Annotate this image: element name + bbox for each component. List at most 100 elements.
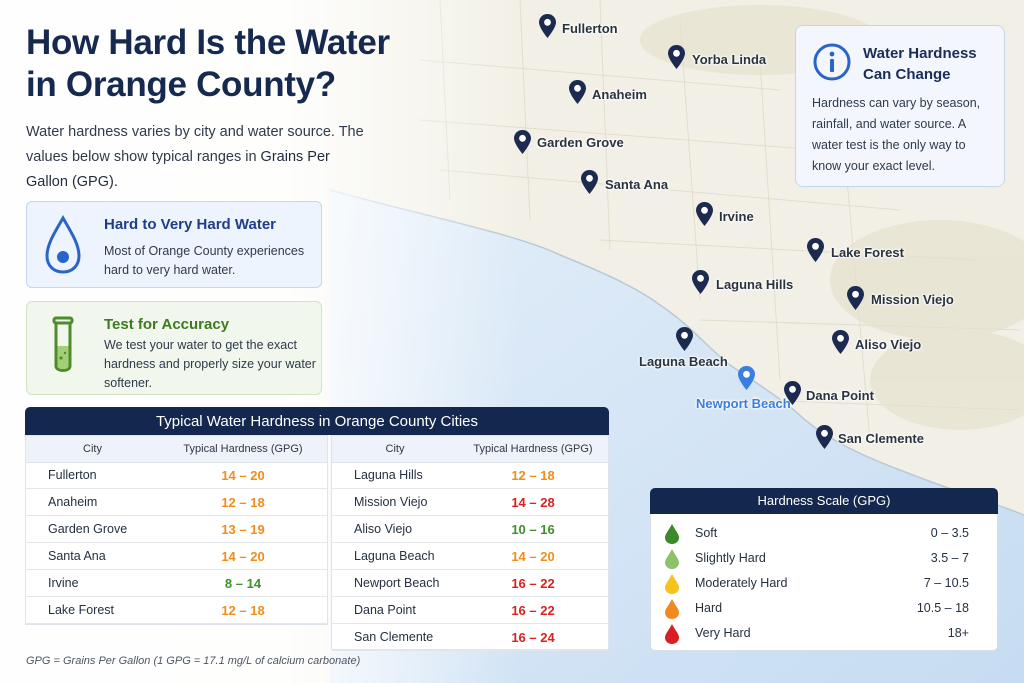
- info-box: Water Hardness Can Change Hardness can v…: [795, 25, 1005, 187]
- scale-level-range: 0 – 3.5: [930, 526, 969, 540]
- column-header-city: City: [332, 436, 458, 463]
- map-pin-label: Newport Beach: [696, 396, 791, 411]
- hardness-range: 14 – 20: [221, 549, 265, 564]
- table-row: Dana Point 16 – 22: [332, 597, 608, 624]
- location-pin-icon: [581, 170, 598, 194]
- hardness-range: 8 – 14: [224, 576, 262, 591]
- hard-water-card: Hard to Very Hard Water Most of Orange C…: [26, 201, 322, 288]
- intro-emphasis: Grains Per Gallon (GPG).: [26, 149, 330, 190]
- scale-level-range: 10.5 – 18: [916, 601, 969, 615]
- hardness-drop-icon: [665, 599, 679, 619]
- map-pin-label: Irvine: [719, 209, 754, 224]
- table-left-half: City Typical Hardness (GPG) Fullerton 14 – …: [25, 435, 328, 625]
- city-name: Newport Beach: [354, 576, 440, 590]
- location-pin-icon: [569, 80, 586, 104]
- info-title: Water Hardness Can Change: [863, 45, 977, 83]
- location-pin-icon: [832, 330, 849, 354]
- map-pin-label: Santa Ana: [605, 177, 669, 192]
- table-right-half: City Typical Hardness (GPG) Laguna Hills 12…: [331, 435, 609, 651]
- hardness-drop-icon: [665, 549, 679, 569]
- info-text: Hardness can vary by season, rainfall, a…: [812, 96, 981, 173]
- city-name: Dana Point: [354, 603, 416, 617]
- scale-row: Moderately Hard 7 – 10.5: [651, 572, 997, 596]
- table-row: Mission Viejo 14 – 28: [332, 489, 608, 516]
- table-title: Typical Water Hardness in Orange County …: [25, 407, 609, 435]
- scale-title: Hardness Scale (GPG): [650, 488, 998, 514]
- map-pin-label: Garden Grove: [537, 135, 624, 150]
- city-name: Laguna Hills: [354, 468, 423, 482]
- location-pin-icon: [816, 425, 833, 449]
- hardness-drop-icon: [665, 624, 679, 644]
- map-pin-label: Aliso Viejo: [855, 337, 922, 352]
- hardness-range: 14 – 28: [511, 495, 555, 510]
- map-pin-label: Yorba Linda: [692, 52, 767, 67]
- map-pin-label: Laguna Hills: [716, 277, 794, 292]
- scale-row: Slightly Hard 3.5 – 7: [651, 547, 997, 571]
- hardness-range: 14 – 20: [221, 468, 265, 483]
- map-pin-label: Laguna Beach: [639, 354, 728, 369]
- scale-level-range: 3.5 – 7: [930, 551, 969, 565]
- location-pin-icon: [668, 45, 685, 69]
- map-pin-label: Anaheim: [592, 87, 647, 102]
- location-pin-icon: [676, 327, 693, 351]
- location-pin-icon: [539, 14, 556, 38]
- table-row: Irvine 8 – 14: [26, 570, 327, 597]
- page-title: How Hard Is the Water in Orange County?: [26, 23, 390, 104]
- location-pin-icon: [696, 202, 713, 226]
- column-header-city: City: [26, 436, 159, 463]
- water-drop-icon: [45, 214, 81, 274]
- city-name: Santa Ana: [48, 549, 106, 563]
- scale-row: Very Hard 18+: [651, 622, 997, 646]
- table-row: Garden Grove 13 – 19: [26, 516, 327, 543]
- location-pin-icon: [738, 366, 755, 390]
- scale-level-range: 18+: [947, 626, 969, 640]
- hardness-range: 13 – 19: [221, 522, 265, 537]
- footnote: GPG = Grains Per Gallon (1 GPG = 17.1 mg…: [26, 655, 361, 667]
- hardness-range: 16 – 22: [511, 603, 555, 618]
- location-pin-icon: [807, 238, 824, 262]
- city-name: Mission Viejo: [354, 495, 428, 509]
- city-name: Anaheim: [48, 495, 98, 509]
- city-name: Aliso Viejo: [354, 522, 413, 536]
- hardness-scale: Hardness Scale (GPG) Soft 0 – 3.5 Slightly…: [650, 488, 998, 651]
- hardness-drop-icon: [665, 524, 679, 544]
- city-name: Garden Grove: [48, 522, 128, 536]
- table-row: Aliso Viejo 10 – 16: [332, 516, 608, 543]
- table-row: Fullerton 14 – 20: [26, 462, 327, 489]
- scale-level-name: Very Hard: [695, 626, 751, 640]
- table-row: Laguna Hills 12 – 18: [332, 462, 608, 489]
- scale-level-name: Hard: [695, 601, 723, 615]
- city-name: Fullerton: [48, 468, 97, 482]
- map-pin-label: Dana Point: [806, 388, 874, 403]
- card-title: Test for Accuracy: [104, 316, 230, 333]
- hardness-range: 12 – 18: [221, 495, 265, 510]
- test-accuracy-card: Test for Accuracy We test your water to …: [26, 301, 322, 395]
- location-pin-icon: [692, 270, 709, 294]
- scale-level-name: Soft: [695, 526, 718, 540]
- test-tube-icon: [52, 316, 74, 372]
- location-pin-icon: [847, 286, 864, 310]
- hardness-range: 14 – 20: [511, 549, 555, 564]
- city-name: San Clemente: [354, 630, 434, 644]
- table-row: San Clemente 16 – 24: [332, 624, 608, 651]
- table-row: Santa Ana 14 – 20: [26, 543, 327, 570]
- intro-text: Water hardness varies by city and water …: [26, 120, 366, 195]
- card-text: We test your water to get the exact hard…: [104, 338, 316, 390]
- table-row: Laguna Beach 14 – 20: [332, 543, 608, 570]
- scale-level-name: Moderately Hard: [695, 576, 788, 590]
- card-text: Most of Orange County experiences hard t…: [104, 244, 305, 277]
- hardness-range: 16 – 22: [511, 576, 555, 591]
- column-header-hardness: Typical Hardness (GPG): [458, 436, 608, 463]
- info-icon: [813, 43, 851, 81]
- hardness-range: 12 – 18: [221, 603, 265, 618]
- map-pin-label: Lake Forest: [831, 245, 904, 260]
- scale-level-range: 7 – 10.5: [923, 576, 969, 590]
- column-header-hardness: Typical Hardness (GPG): [159, 436, 327, 463]
- coastline: [329, 189, 1024, 516]
- hardness-table: Typical Water Hardness in Orange County …: [25, 407, 609, 651]
- scale-row: Hard 10.5 – 18: [651, 597, 997, 621]
- city-name: Lake Forest: [48, 603, 115, 617]
- hardness-range: 10 – 16: [511, 522, 555, 537]
- table-row: Newport Beach 16 – 22: [332, 570, 608, 597]
- map-pin-label: Fullerton: [562, 21, 618, 36]
